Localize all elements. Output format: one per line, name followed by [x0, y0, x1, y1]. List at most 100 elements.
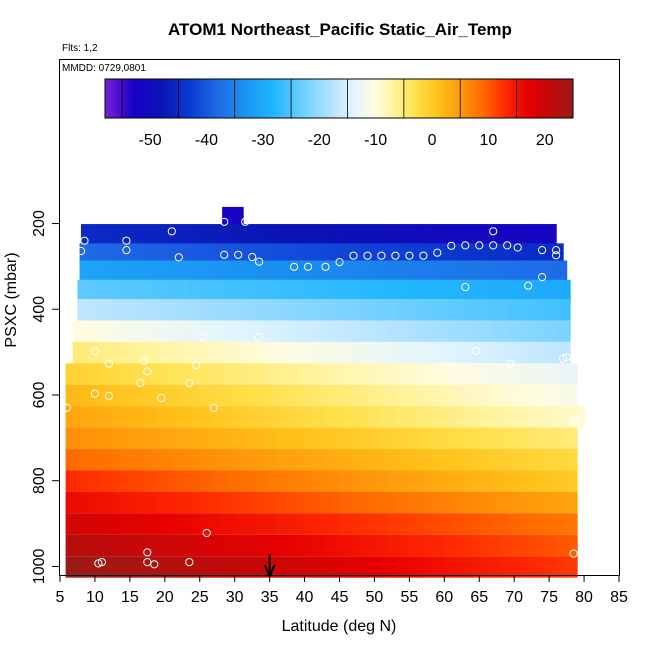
heat-cell — [429, 427, 438, 450]
heat-cell — [163, 384, 172, 407]
heat-cell — [570, 470, 578, 492]
heat-cell — [254, 491, 263, 514]
heat-cell — [79, 260, 88, 282]
heat-cell — [205, 449, 214, 471]
heat-cell — [360, 224, 369, 246]
heat-cell — [226, 556, 235, 578]
heat-cell — [72, 427, 81, 450]
heat-cell — [506, 406, 515, 428]
heat-cell — [237, 299, 245, 321]
heat-cell — [352, 384, 361, 407]
heat-cell — [114, 449, 123, 471]
heat-cell — [338, 406, 347, 428]
heat-cell — [507, 513, 515, 535]
heat-cell — [142, 427, 151, 450]
heat-cell — [139, 279, 148, 302]
heat-cell — [212, 243, 221, 265]
heat-cell — [563, 279, 571, 302]
heat-cell — [464, 534, 473, 557]
heat-cell — [79, 427, 88, 450]
colorbar-swatch — [385, 79, 390, 118]
heat-cell — [282, 427, 291, 450]
heat-cell — [438, 279, 446, 302]
heat-cell — [275, 320, 284, 342]
heat-cell — [385, 260, 394, 282]
heat-cell — [229, 206, 237, 229]
heat-cell — [380, 427, 389, 450]
observation-point — [377, 251, 386, 260]
heat-cell — [457, 470, 466, 492]
observation-point — [573, 417, 582, 427]
heat-cell — [205, 384, 214, 407]
heat-cell — [452, 279, 460, 302]
heat-cell — [424, 299, 432, 321]
observation-point — [405, 251, 414, 260]
heat-cell — [233, 363, 242, 385]
heat-cell — [542, 449, 550, 471]
heat-cell — [409, 224, 417, 246]
heat-cell — [269, 224, 278, 246]
heat-cell — [394, 449, 403, 471]
heat-cell — [226, 406, 235, 428]
heat-cell — [517, 260, 526, 282]
heat-cell — [352, 534, 361, 557]
heat-cell — [219, 427, 228, 450]
heat-cell — [241, 224, 250, 246]
heat-cell — [471, 384, 480, 407]
heat-cell — [334, 279, 342, 302]
colorbar-swatch — [349, 79, 353, 118]
heat-cell — [399, 260, 408, 282]
heat-cell — [121, 341, 130, 364]
heat-cell — [226, 320, 235, 342]
heat-cell — [163, 449, 172, 471]
heat-cell — [206, 224, 215, 246]
heat-cell — [317, 406, 326, 428]
heat-cell — [247, 534, 256, 557]
heat-cell — [430, 224, 438, 246]
colorbar-swatch — [145, 79, 149, 118]
heat-cell — [445, 299, 453, 321]
heat-cell — [160, 279, 169, 302]
heat-cell — [271, 279, 280, 302]
heat-cell — [72, 534, 81, 557]
heat-cell — [521, 243, 529, 265]
heat-cell — [232, 260, 241, 282]
heat-cell — [211, 260, 220, 282]
heat-cell — [507, 427, 515, 450]
heat-cell — [345, 449, 354, 471]
heat-cell — [198, 427, 207, 450]
heat-cell — [247, 470, 256, 492]
heat-cell — [260, 260, 269, 282]
heat-cell — [471, 449, 480, 471]
colorbar-swatch — [278, 79, 283, 118]
heat-cell — [107, 406, 116, 428]
x-tick-label: 55 — [400, 589, 418, 606]
heat-cell — [373, 513, 382, 535]
heat-cell — [500, 556, 508, 578]
heat-cell — [135, 243, 144, 265]
heat-cell — [247, 513, 256, 535]
heat-cell — [521, 406, 529, 428]
heat-cell — [295, 260, 303, 282]
colorbar-swatch — [232, 79, 236, 118]
heat-cell — [289, 320, 298, 342]
heat-cell — [324, 406, 333, 428]
heat-cell — [485, 427, 494, 450]
observation-point — [62, 403, 72, 412]
heat-cell — [387, 341, 396, 364]
heat-cell — [65, 406, 74, 428]
heat-cell — [436, 513, 445, 535]
observation-point — [150, 560, 159, 569]
heat-cell — [443, 449, 452, 471]
heat-cell — [226, 491, 235, 514]
heat-cell — [219, 320, 228, 342]
heat-cell — [282, 243, 291, 265]
heat-cell — [545, 260, 554, 282]
heat-cell — [212, 556, 221, 578]
heat-cell — [268, 363, 277, 385]
heat-cell — [216, 279, 224, 302]
heat-cell — [373, 427, 382, 450]
heat-cell — [107, 534, 116, 557]
observation-point — [552, 251, 561, 260]
heat-cell — [282, 470, 291, 492]
